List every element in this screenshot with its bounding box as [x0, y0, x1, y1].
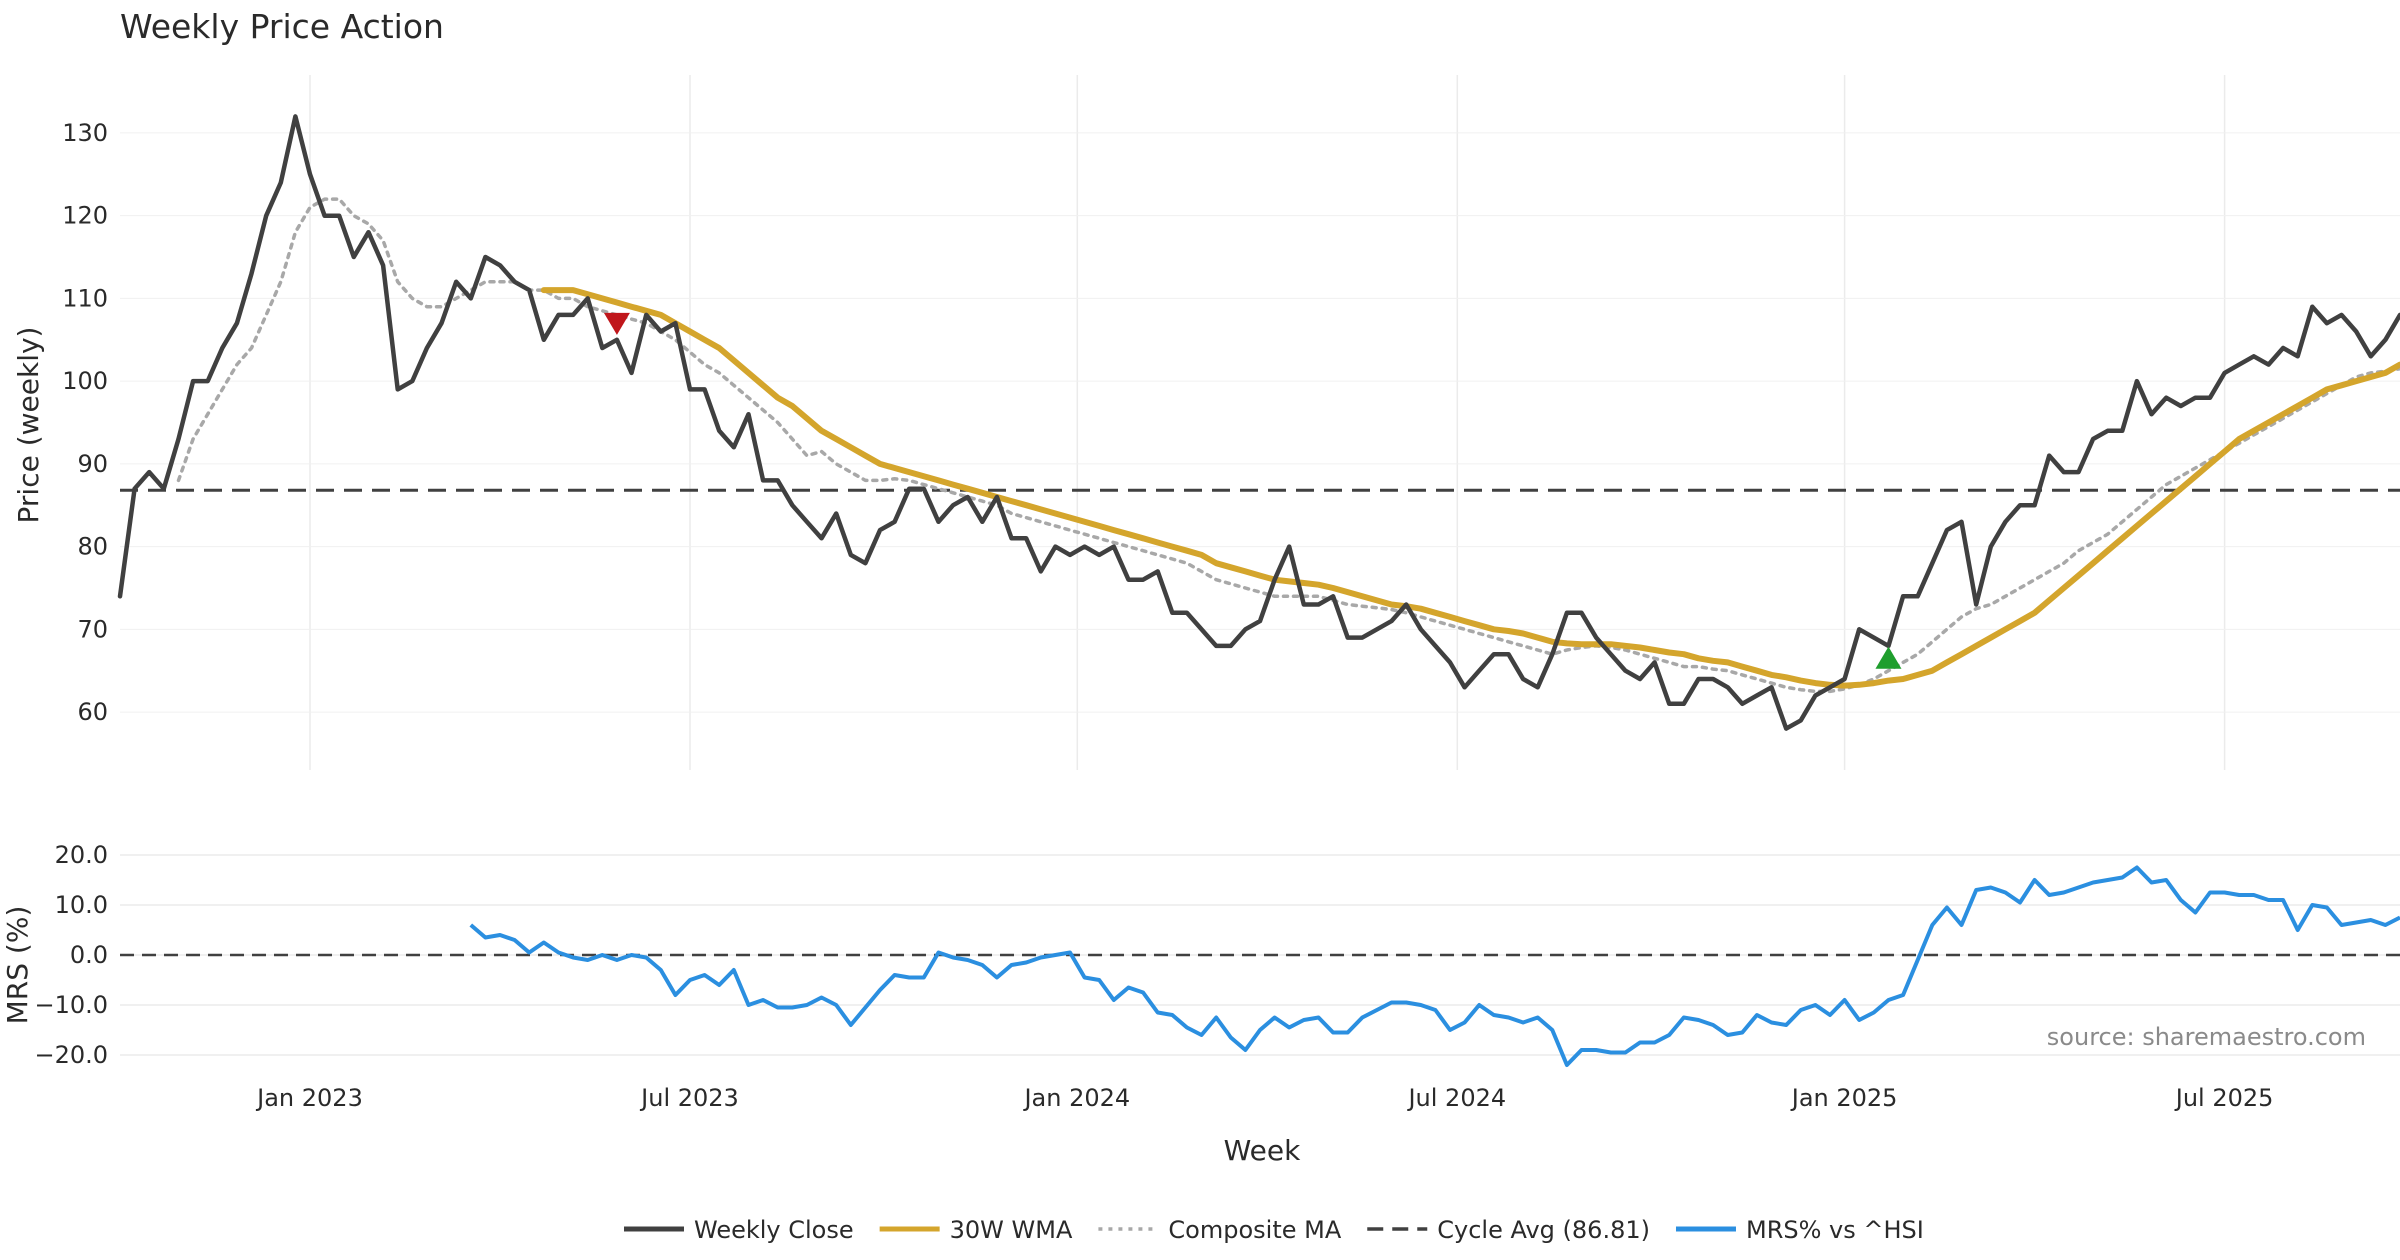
- price-y-tick-label: 130: [62, 119, 108, 147]
- price-y-ticks: 60 70 80 90 100 110 120 130: [62, 119, 108, 726]
- x-tick-label: Jan 2025: [1790, 1084, 1898, 1112]
- price-y-tick-label: 80: [77, 533, 108, 561]
- mrs-y-tick-label: 20.0: [55, 841, 108, 869]
- legend-label: Weekly Close: [694, 1216, 854, 1244]
- mrs-y-ticks: 20.0 10.0 0.0 −10.0 −20.0: [34, 841, 108, 1069]
- x-tick-label: Jul 2023: [639, 1084, 739, 1112]
- mrs-y-axis-label: MRS (%): [1, 906, 34, 1025]
- price-y-tick-label: 100: [62, 367, 108, 395]
- weekly-close-line: [117, 114, 2400, 731]
- sell-signal-marker: [603, 312, 630, 335]
- price-y-tick-label: 70: [77, 615, 108, 643]
- wma-30w-line: [540, 287, 2400, 689]
- composite-ma-line: [176, 197, 2400, 694]
- mrs-line: [469, 865, 2400, 1067]
- x-ticks: Jan 2023 Jul 2023 Jan 2024 Jul 2024 Jan 2025…: [255, 1084, 2273, 1112]
- x-tick-label: Jan 2024: [1022, 1084, 1130, 1112]
- x-axis-label: Week: [1224, 1134, 1301, 1167]
- x-tick-label: Jan 2023: [255, 1084, 363, 1112]
- mrs-y-tick-label: 0.0: [70, 941, 108, 969]
- x-tick-label: Jul 2025: [2174, 1084, 2274, 1112]
- price-y-axis-label: Price (weekly): [12, 327, 45, 524]
- mrs-y-tick-label: 10.0: [55, 891, 108, 919]
- x-tick-label: Jul 2024: [1406, 1084, 1506, 1112]
- legend: Weekly Close 30W WMA Composite MA Cycle Avg…: [624, 1216, 1924, 1244]
- mrs-y-tick-label: −20.0: [34, 1041, 108, 1069]
- price-gridlines: [120, 75, 2400, 770]
- legend-label: Cycle Avg (86.81): [1437, 1216, 1650, 1244]
- chart-title: Weekly Price Action: [120, 7, 444, 46]
- price-y-tick-label: 60: [77, 698, 108, 726]
- buy-signal-marker: [1875, 646, 1902, 669]
- legend-label: 30W WMA: [950, 1216, 1073, 1244]
- legend-label: MRS% vs ^HSI: [1746, 1216, 1924, 1244]
- price-series: [117, 114, 2400, 731]
- mrs-y-tick-label: −10.0: [34, 991, 108, 1019]
- legend-label: Composite MA: [1168, 1216, 1341, 1244]
- source-note: source: sharemaestro.com: [2047, 1023, 2366, 1051]
- price-y-tick-label: 110: [62, 284, 108, 312]
- price-y-tick-label: 90: [77, 450, 108, 478]
- price-y-tick-label: 120: [62, 202, 108, 230]
- mrs-series: [120, 865, 2400, 1067]
